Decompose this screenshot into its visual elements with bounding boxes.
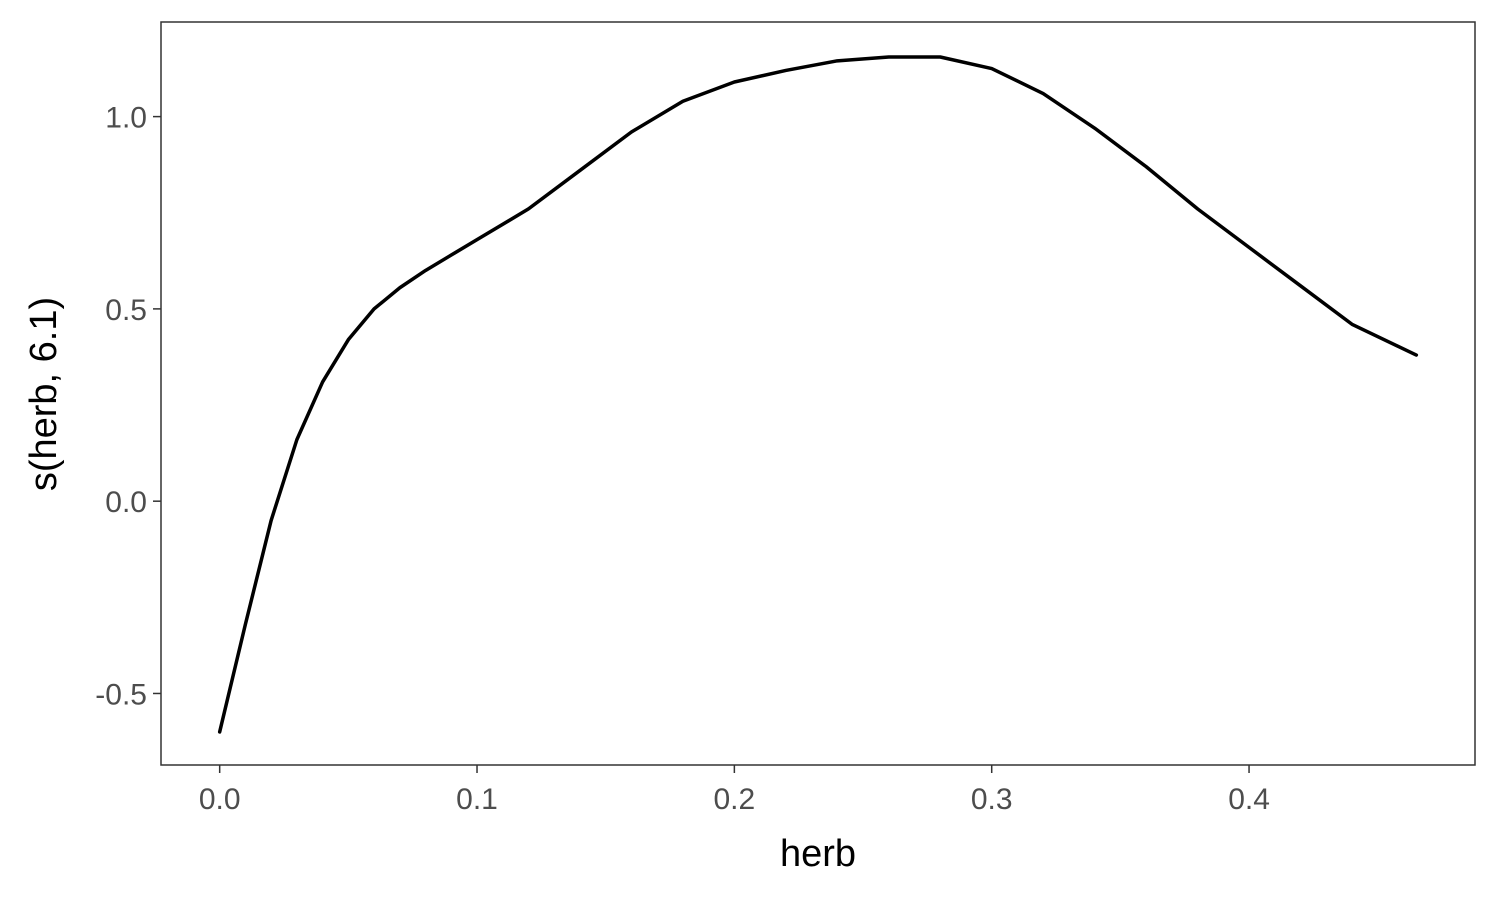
x-axis-title: herb bbox=[780, 833, 856, 875]
x-tick-label: 0.2 bbox=[714, 783, 756, 816]
x-tick-label: 0.1 bbox=[456, 783, 498, 816]
x-tick-label: 0.4 bbox=[1228, 783, 1270, 816]
y-tick-label: 0.0 bbox=[105, 486, 147, 519]
y-tick-label: 1.0 bbox=[105, 102, 147, 135]
y-tick-label: -0.5 bbox=[95, 678, 147, 711]
x-tick-label: 0.0 bbox=[199, 783, 241, 816]
y-axis: -0.5 0.0 0.5 1.0 bbox=[95, 102, 161, 711]
y-axis-title: s(herb, 6.1) bbox=[23, 297, 65, 491]
x-tick-label: 0.3 bbox=[971, 783, 1013, 816]
y-tick-label: 0.5 bbox=[105, 294, 147, 327]
series-line bbox=[217, 55, 1419, 734]
x-axis: 0.0 0.1 0.2 0.3 0.4 bbox=[199, 765, 1270, 816]
plot-panel-border bbox=[160, 21, 1476, 766]
